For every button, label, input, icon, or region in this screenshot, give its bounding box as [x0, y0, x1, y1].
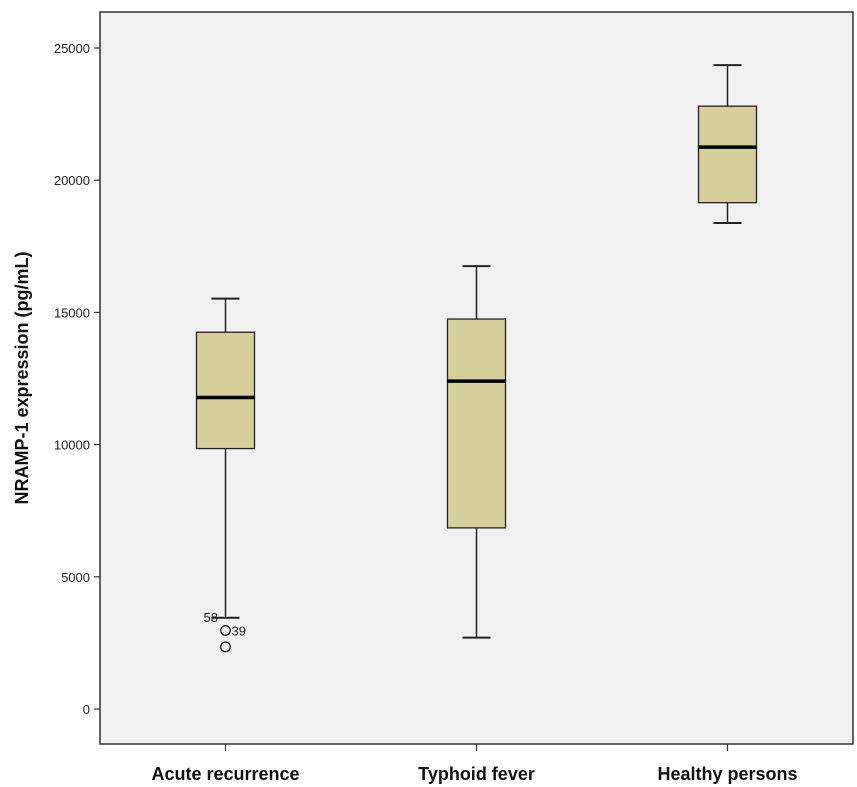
- box-1: 39 58: [195, 297, 256, 653]
- y-tick-label: 0: [83, 702, 90, 717]
- outlier-point: [220, 641, 231, 653]
- boxes: 39 58: [195, 64, 758, 653]
- x-tick-label: Acute recurrence: [151, 764, 299, 784]
- y-tick-label: 5000: [61, 570, 90, 585]
- outlier-label: 39: [232, 623, 246, 638]
- y-tick-label: 25000: [54, 41, 90, 56]
- iqr-box: [446, 318, 507, 529]
- y-axis: 0 5000 10000 15000 20000 25000: [54, 41, 100, 717]
- x-axis: Acute recurrence Typhoid fever Healthy per…: [151, 744, 798, 784]
- y-tick-label: 10000: [54, 438, 90, 453]
- box-2: [446, 265, 507, 639]
- y-tick-label: 20000: [54, 173, 90, 188]
- y-tick-label: 15000: [54, 305, 90, 320]
- box-3: [697, 64, 758, 225]
- outlier-point: [220, 625, 231, 636]
- iqr-box: [195, 331, 256, 450]
- iqr-box: [697, 105, 758, 204]
- y-axis-title: NRAMP-1 expression (pg/mL): [12, 251, 32, 504]
- x-tick-label: Typhoid fever: [418, 764, 535, 784]
- x-tick-label: Healthy persons: [657, 764, 797, 784]
- outlier-label: 58: [204, 610, 218, 625]
